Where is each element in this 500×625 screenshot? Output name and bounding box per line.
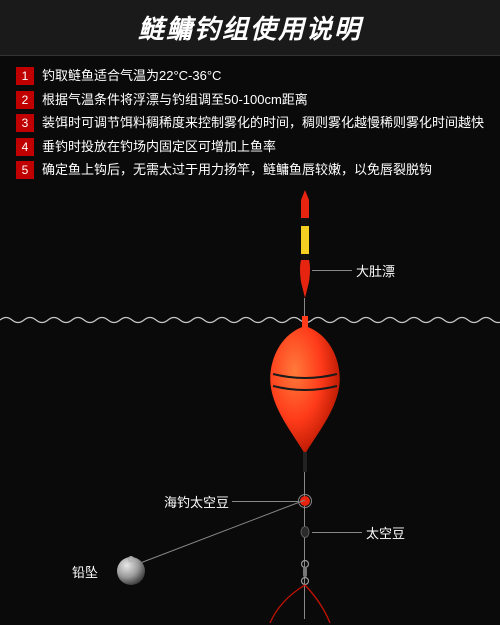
instruction-text: 钓取鲢鱼适合气温为22°C-36°C <box>42 66 484 86</box>
label-line <box>312 270 352 271</box>
sinker-line <box>120 500 310 580</box>
instruction-row: 5 确定鱼上钩后，无需太过于用力扬竿，鲢鳙鱼唇较嫩，以免唇裂脱钩 <box>16 160 484 180</box>
instruction-text: 垂钓时投放在钓场内固定区可增加上鱼率 <box>42 137 484 157</box>
instruction-number: 1 <box>16 67 34 85</box>
instruction-number: 2 <box>16 91 34 109</box>
instruction-number: 4 <box>16 138 34 156</box>
top-float-icon <box>293 190 317 300</box>
instruction-row: 4 垂钓时投放在钓场内固定区可增加上鱼率 <box>16 137 484 157</box>
lead-sinker-icon <box>115 555 147 587</box>
fishing-line <box>304 298 305 318</box>
instructions-list: 1 钓取鲢鱼适合气温为22°C-36°C 2 根据气温条件将浮漂与钓组调至50-… <box>0 56 500 180</box>
instruction-row: 1 钓取鲢鱼适合气温为22°C-36°C <box>16 66 484 86</box>
instruction-text: 根据气温条件将浮漂与钓组调至50-100cm距离 <box>42 90 484 110</box>
instruction-number: 5 <box>16 161 34 179</box>
rig-diagram: 大肚漂 海钓太空豆 太空豆 铅坠 <box>0 190 500 619</box>
belly-float-icon <box>267 316 343 476</box>
sea-bean-label: 海钓太空豆 <box>164 492 229 511</box>
instruction-text: 装饵时可调节饵料稠稀度来控制雾化的时间，稠则雾化越慢稀则雾化时间越快 <box>42 113 484 133</box>
space-bean-label: 太空豆 <box>366 523 405 542</box>
instruction-text: 确定鱼上钩后，无需太过于用力扬竿，鲢鳙鱼唇较嫩，以免唇裂脱钩 <box>42 160 484 180</box>
header-title: 鲢鳙钓组使用说明 <box>138 9 362 46</box>
instruction-row: 3 装饵时可调节饵料稠稀度来控制雾化的时间，稠则雾化越慢稀则雾化时间越快 <box>16 113 484 133</box>
water-surface-line <box>0 315 500 325</box>
instruction-number: 3 <box>16 114 34 132</box>
header: 鲢鳙钓组使用说明 <box>0 0 500 56</box>
label-line <box>312 532 362 533</box>
top-float-label: 大肚漂 <box>356 261 395 280</box>
instruction-row: 2 根据气温条件将浮漂与钓组调至50-100cm距离 <box>16 90 484 110</box>
lead-sinker-label: 铅坠 <box>72 562 98 581</box>
label-line <box>232 501 298 502</box>
